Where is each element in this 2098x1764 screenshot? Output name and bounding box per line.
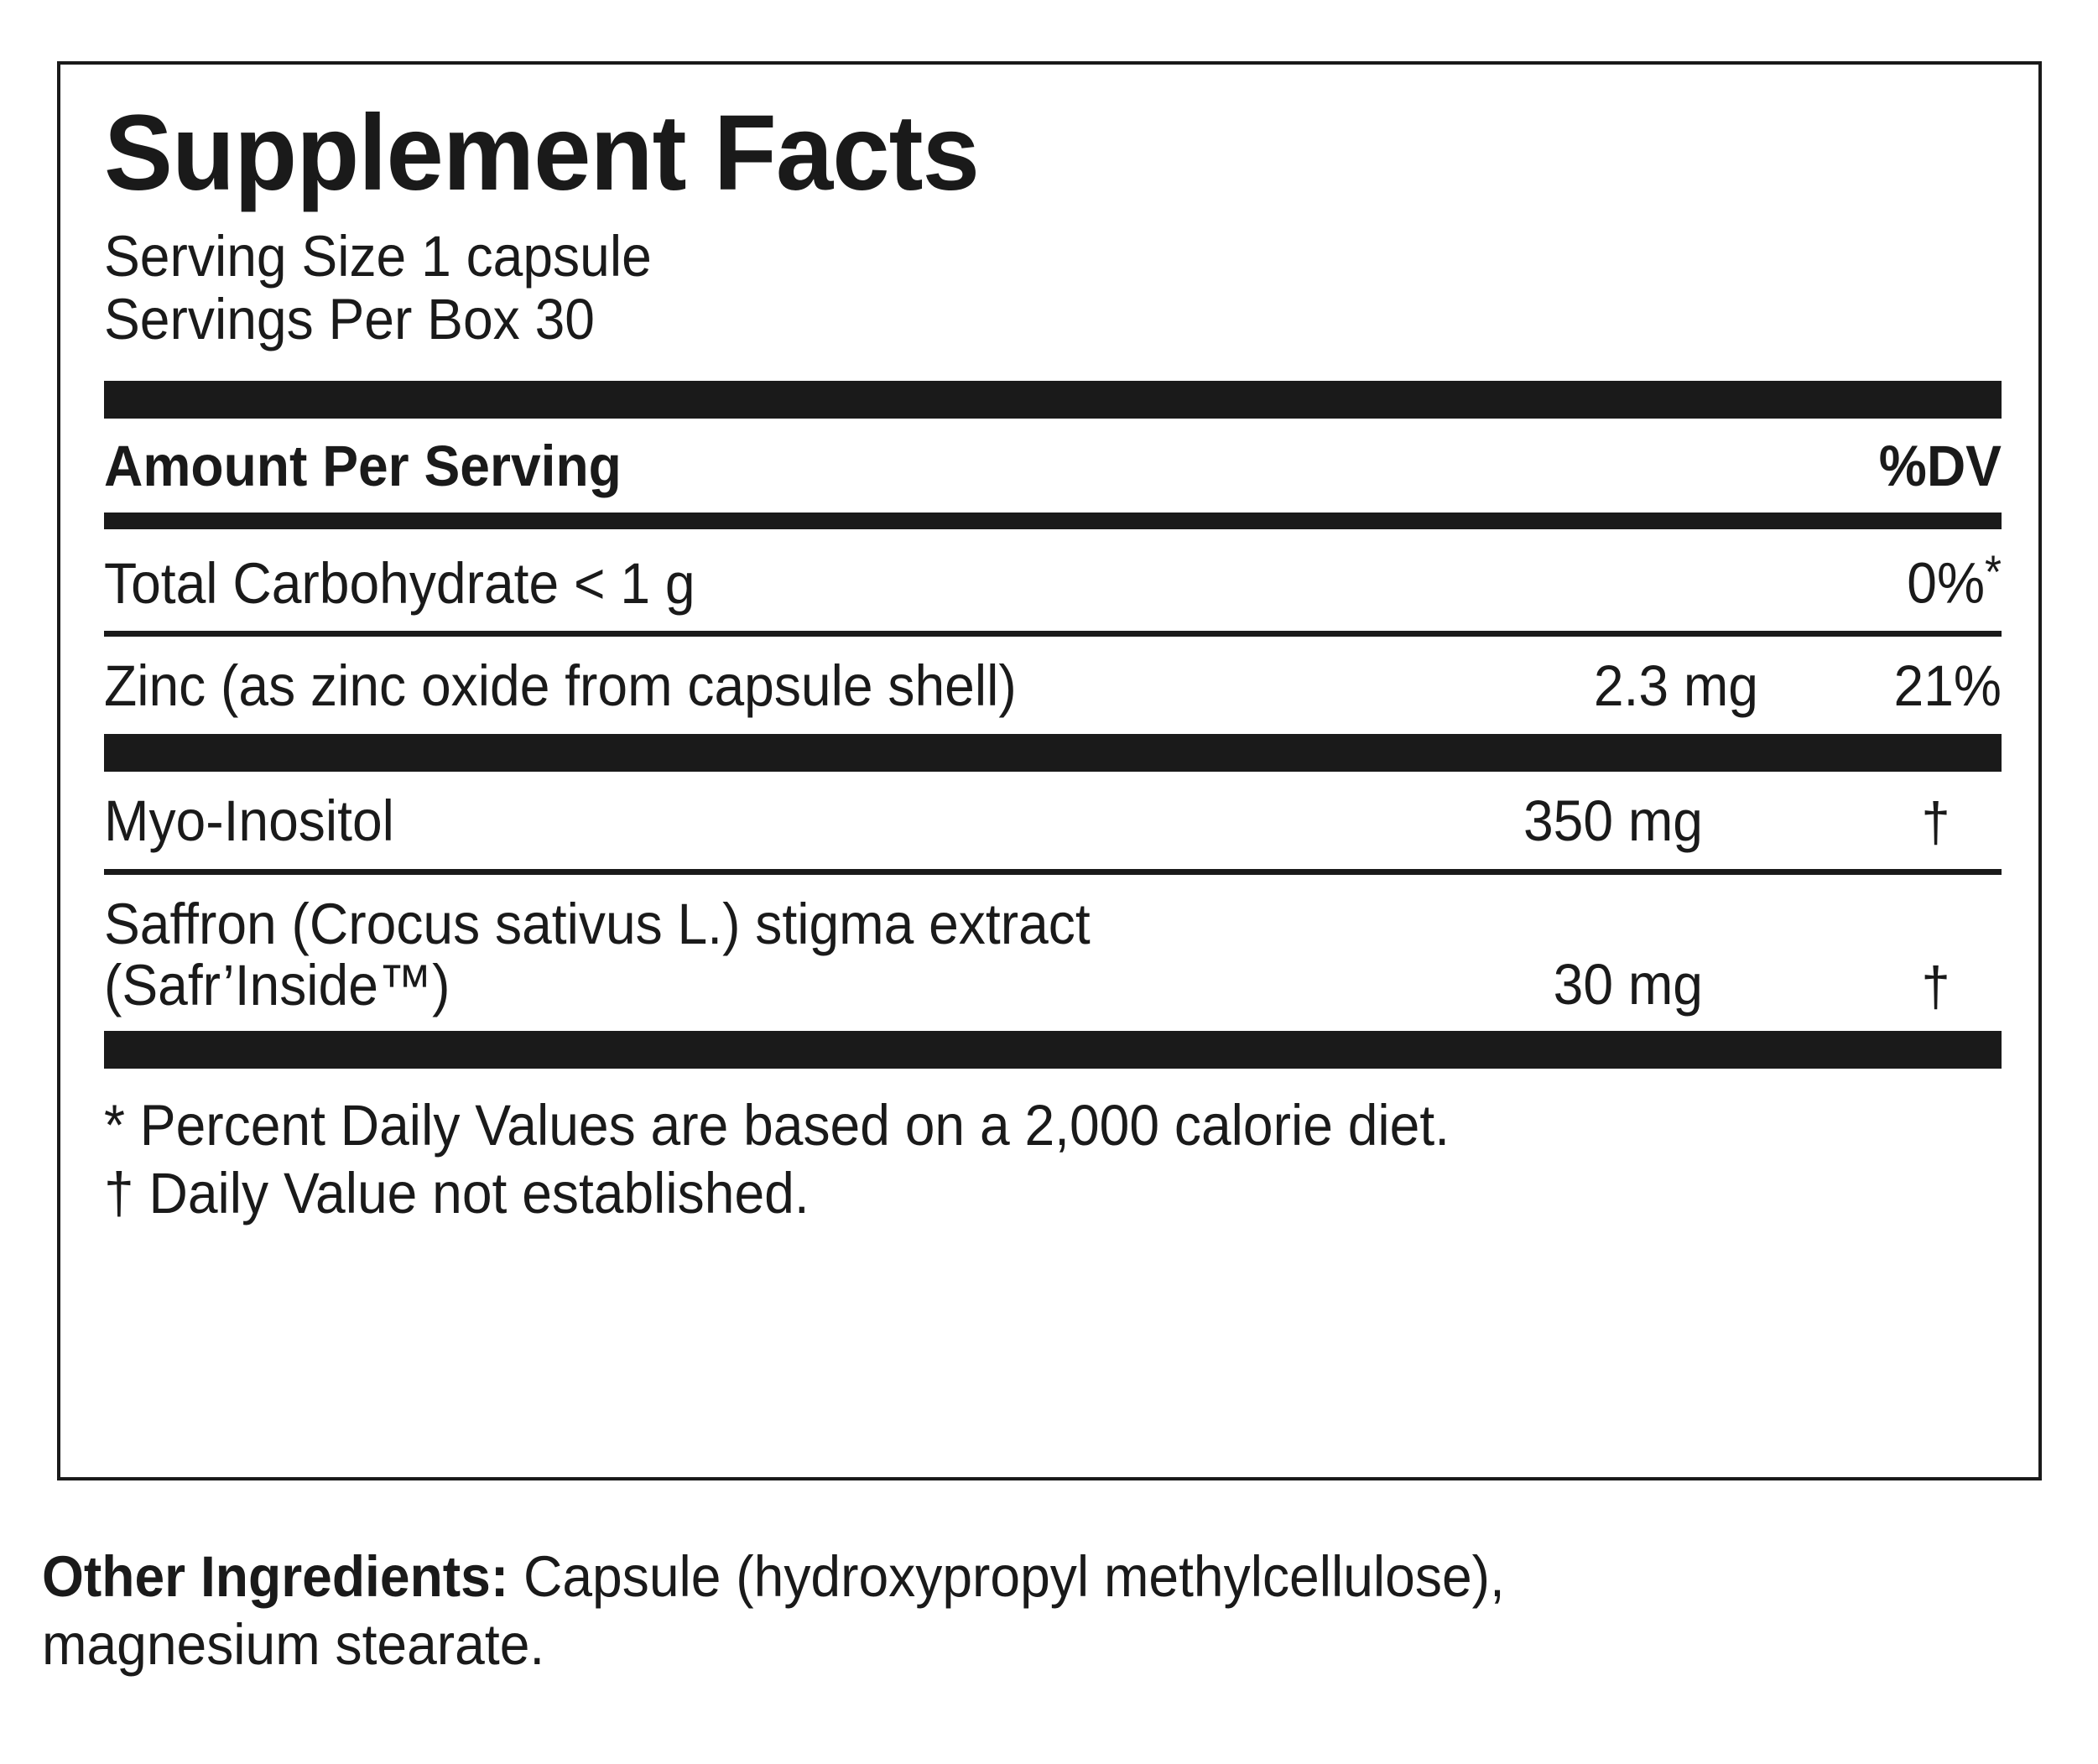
other-ingredients-section: Other Ingredients: Capsule (hydroxypropy… (42, 1543, 2055, 1678)
rule-between-myoinositol-and-saffron (104, 869, 2002, 875)
nutrient-name-zinc: Zinc (as zinc oxide from capsule shell) (104, 653, 1017, 719)
ingredient-amount-saffron: 30 mg (1553, 952, 1703, 1017)
table-row: Zinc (as zinc oxide from capsule shell) … (104, 637, 2002, 734)
table-row: Myo-Inositol 350 mg † (104, 772, 2002, 869)
other-ingredients-line1: Other Ingredients: Capsule (hydroxypropy… (42, 1543, 1914, 1611)
page-title: Supplement Facts (104, 93, 980, 213)
supplement-facts-panel: Supplement Facts Serving Size 1 capsule … (57, 61, 2042, 1480)
nutrient-amount-zinc: 2.3 mg (1593, 653, 1758, 719)
rule-thick-above-footnotes (104, 1031, 2002, 1069)
serving-size: Serving Size 1 capsule (104, 224, 652, 289)
rule-thick-under-serving (104, 381, 2002, 419)
ingredient-dv-myo-inositol: † (1921, 791, 1950, 854)
footnote-percent-daily-value: * Percent Daily Values are based on a 2,… (104, 1093, 1450, 1158)
ingredient-name-saffron-line1: Saffron (Crocus sativus L.) stigma extra… (104, 892, 1091, 956)
ingredient-name-saffron: Saffron (Crocus sativus L.) stigma extra… (104, 893, 1334, 1016)
rule-thick-under-nutrients (104, 734, 2002, 773)
ingredient-amount-myo-inositol: 350 mg (1523, 788, 1703, 854)
rule-under-column-headers (104, 512, 2002, 529)
footnotes: * Percent Daily Values are based on a 2,… (104, 1069, 2002, 1227)
column-header-amount-per-serving: Amount Per Serving (104, 434, 622, 499)
nutrient-dv-value-total-carbohydrate: 0% (1907, 550, 1986, 616)
table-row: Total Carbohydrate < 1 g 0%* (104, 529, 2002, 631)
servings-per-container: Servings Per Box 30 (104, 286, 595, 351)
footnote-marker-asterisk: * (1985, 545, 2002, 598)
table-row: Saffron (Crocus sativus L.) stigma extra… (104, 875, 2002, 1031)
other-ingredients-label: Other Ingredients: (42, 1544, 509, 1609)
column-header-daily-value: %DV (1878, 434, 2002, 499)
other-ingredients-text-line2: magnesium stearate. (42, 1611, 545, 1677)
rule-between-carbohydrate-and-zinc (104, 631, 2002, 637)
table-header-row: Amount Per Serving %DV (104, 419, 2002, 513)
ingredient-dv-saffron: † (1921, 955, 1950, 1017)
other-ingredients-text-line1: Capsule (hydroxypropyl methylcellulose), (508, 1544, 1505, 1609)
nutrient-name-total-carbohydrate: Total Carbohydrate < 1 g (104, 550, 695, 616)
ingredient-name-myo-inositol: Myo-Inositol (104, 788, 394, 854)
nutrient-dv-total-carbohydrate: 0%* (1775, 545, 2002, 616)
footnote-daily-value-not-established: † Daily Value not established. (104, 1160, 810, 1225)
ingredient-name-saffron-line2: (Safr’Inside™) (104, 953, 450, 1018)
nutrient-dv-zinc: 21% (1893, 653, 2002, 719)
serving-info: Serving Size 1 capsule Servings Per Box … (104, 224, 2002, 351)
